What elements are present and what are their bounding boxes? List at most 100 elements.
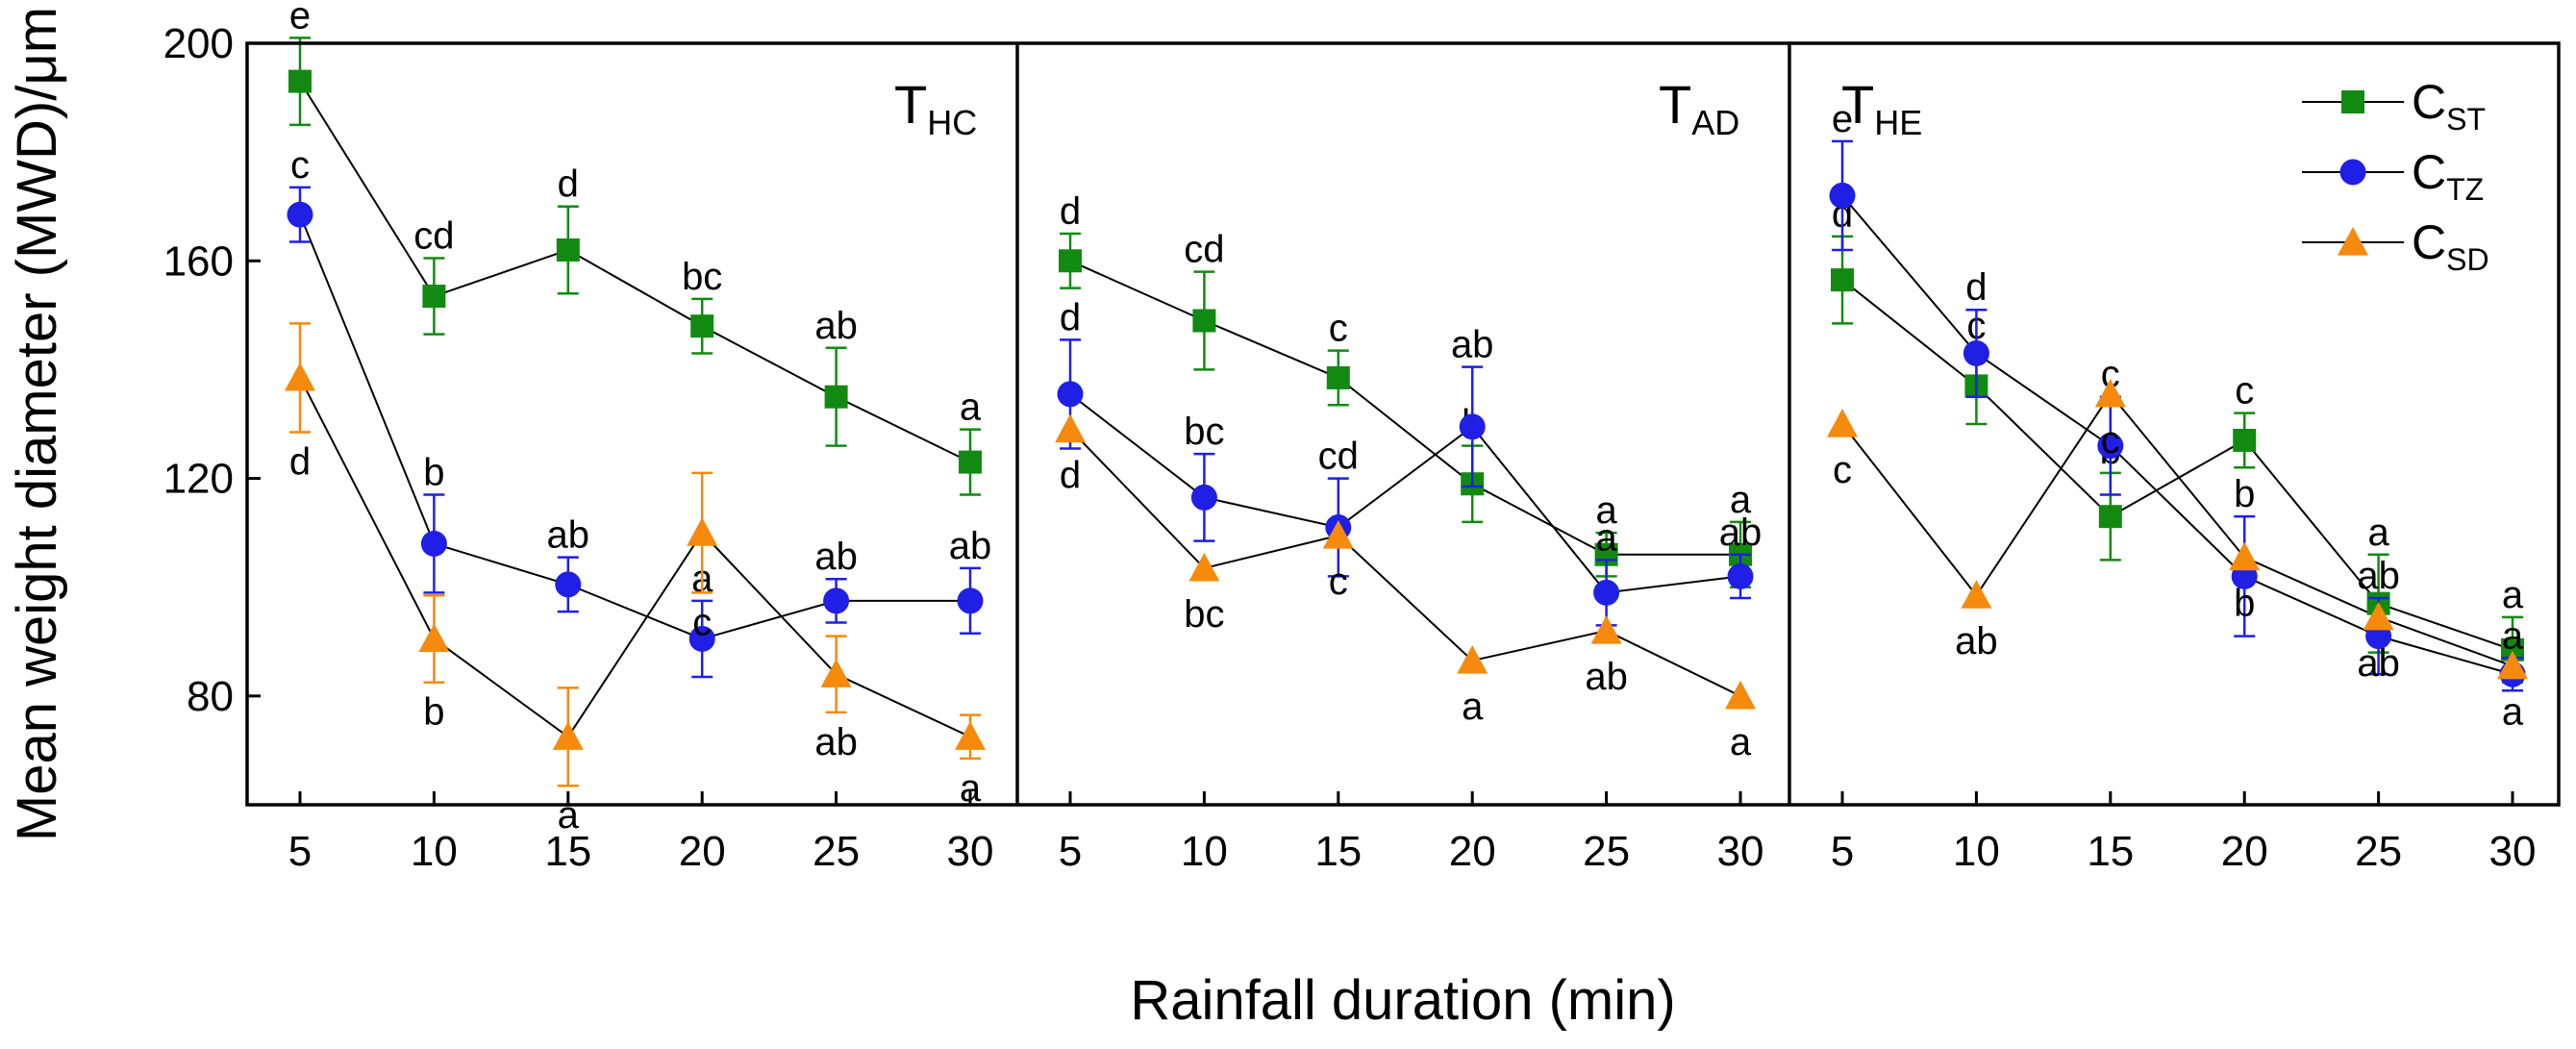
data-point-sd	[955, 721, 986, 750]
data-point-tz	[1459, 413, 1486, 440]
legend-marker-tz	[2339, 159, 2366, 186]
x-tick-label: 30	[2489, 828, 2537, 875]
significance-letter: ab	[1955, 620, 1998, 662]
legend-label-sd: CSD	[2412, 215, 2489, 277]
significance-letter: e	[289, 0, 311, 37]
significance-letter: e	[1832, 98, 1853, 140]
significance-letter: ab	[814, 536, 858, 578]
significance-letter: ab	[1585, 656, 1628, 698]
significance-letter: ab	[2357, 555, 2400, 597]
data-point-sd	[1961, 580, 1992, 609]
x-tick-label: 15	[544, 828, 591, 875]
x-tick-label: 10	[1953, 828, 2000, 875]
significance-letter: a	[960, 387, 982, 429]
data-point-tz	[1829, 182, 1856, 209]
data-point-tz	[287, 201, 313, 228]
x-tick-label: 20	[1449, 828, 1496, 875]
y-tick-label: 200	[163, 20, 234, 67]
data-point-sd	[1055, 413, 1086, 443]
significance-letter: ab	[814, 305, 858, 347]
data-point-st	[2233, 428, 2257, 452]
data-point-sd	[1188, 552, 1220, 582]
significance-letter: cd	[1318, 436, 1359, 478]
data-point-tz	[1963, 339, 1989, 366]
significance-letter: a	[1730, 479, 1752, 521]
x-tick-label: 30	[1717, 828, 1764, 875]
data-point-st	[824, 385, 848, 409]
y-tick-label: 120	[163, 456, 234, 503]
series-line-st	[1841, 279, 2513, 651]
significance-letter: a	[960, 767, 982, 810]
series-line-tz	[1069, 393, 1741, 594]
significance-letter: d	[558, 163, 579, 206]
significance-letter: a	[1595, 516, 1617, 559]
data-point-sd	[1725, 680, 1756, 710]
data-point-sd	[820, 659, 852, 687]
legend-label-tz: CTZ	[2412, 145, 2484, 207]
data-point-st	[1831, 268, 1854, 292]
significance-letter: c	[1833, 449, 1852, 491]
data-point-sd	[2497, 650, 2528, 680]
plot-frame	[245, 41, 2561, 807]
data-point-sd	[2094, 378, 2126, 408]
data-point-tz	[1190, 484, 1217, 511]
significance-letter: a	[2502, 614, 2524, 657]
data-point-tz	[555, 571, 582, 598]
data-point-tz	[823, 587, 850, 614]
significance-letter: bc	[1184, 593, 1224, 636]
x-tick-label: 20	[2221, 828, 2268, 875]
data-point-sd	[1827, 409, 1858, 437]
data-point-tz	[688, 625, 715, 652]
significance-letter: d	[1060, 190, 1081, 233]
significance-letter: a	[1730, 721, 1752, 763]
legend-marker-sd	[2338, 227, 2368, 256]
significance-letter: d	[289, 440, 311, 483]
data-point-sd	[687, 517, 718, 546]
significance-letter: d	[1060, 455, 1081, 497]
significance-letter: bc	[1184, 411, 1224, 453]
x-tick-label: 25	[813, 828, 860, 875]
data-point-sd	[1322, 519, 1354, 549]
data-point-sd	[2363, 601, 2394, 631]
significance-letter: a	[2502, 691, 2524, 734]
significance-letter: c	[2235, 370, 2254, 412]
data-point-st	[1192, 309, 1216, 333]
legend-marker-st	[2341, 90, 2364, 113]
significance-letter: a	[1462, 686, 1484, 728]
significance-letter: c	[2101, 354, 2120, 396]
data-point-st	[2098, 505, 2122, 529]
significance-letter: a	[1595, 489, 1617, 532]
data-point-st	[422, 285, 446, 309]
x-tick-label: 10	[411, 828, 458, 875]
x-tick-label: 5	[288, 828, 312, 875]
data-point-sd	[552, 721, 584, 750]
legend-label-st: CST	[2412, 75, 2486, 137]
data-point-tz	[957, 587, 984, 614]
x-tick-label: 20	[679, 828, 726, 875]
significance-letter: ab	[547, 514, 590, 557]
x-tick-label: 15	[1314, 828, 1362, 875]
significance-letter: c	[1329, 308, 1348, 350]
significance-letter: ab	[1719, 512, 1763, 554]
significance-letter: b	[2234, 473, 2255, 515]
x-tick-label: 5	[1059, 828, 1082, 875]
significance-letter: ab	[2357, 642, 2400, 685]
y-tick-label: 80	[187, 673, 234, 720]
data-point-st	[1326, 365, 1350, 389]
y-axis-title: Mean weight diameter (MWD)/μm	[6, 7, 68, 841]
significance-letter: bc	[682, 256, 722, 298]
significance-letter: ab	[949, 525, 992, 567]
series-line-tz	[1841, 194, 2513, 676]
significance-letter: ab	[1451, 324, 1494, 366]
significance-letter: c	[290, 144, 310, 187]
significance-letter: c	[692, 601, 712, 643]
data-point-st	[959, 450, 982, 474]
data-point-st	[1059, 249, 1082, 273]
significance-letter: c	[2101, 419, 2120, 462]
data-point-sd	[1590, 614, 1622, 644]
data-point-sd	[285, 362, 315, 391]
data-point-st	[288, 69, 312, 93]
data-point-tz	[1727, 562, 1754, 589]
x-tick-label: 25	[1583, 828, 1630, 875]
panel-label: THE	[1841, 74, 1922, 142]
